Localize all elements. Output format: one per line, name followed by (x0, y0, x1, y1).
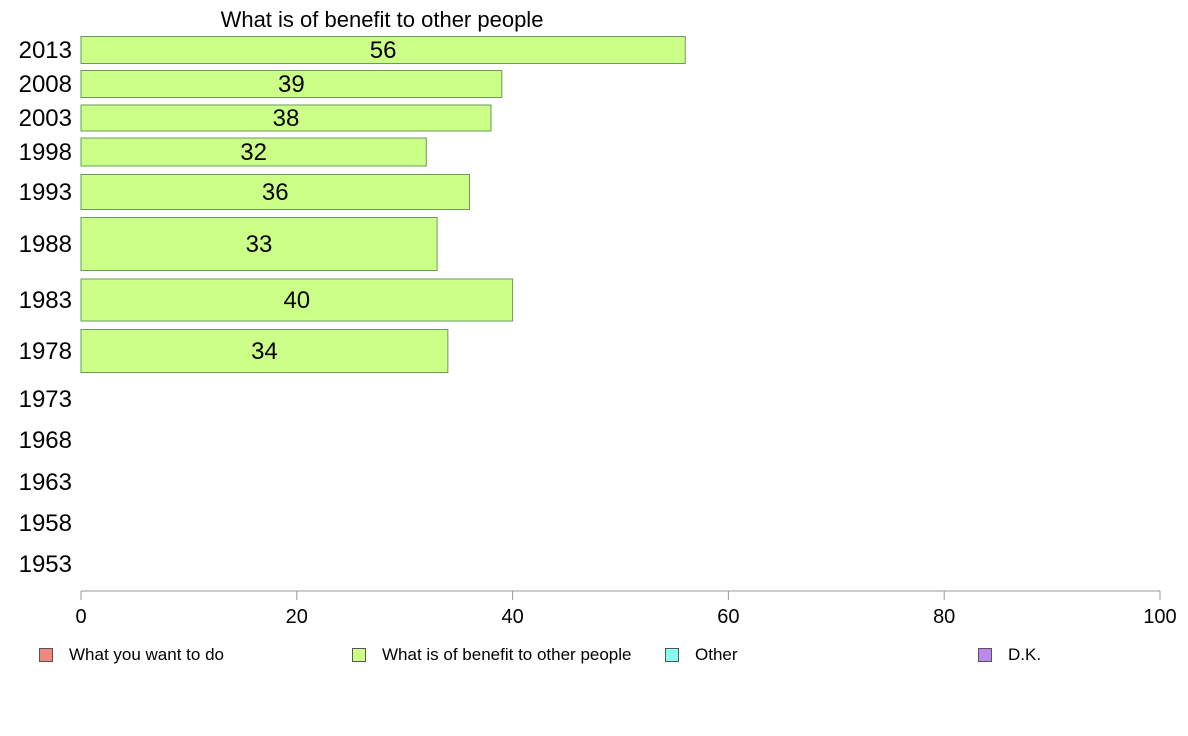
bar (80, 329, 449, 373)
bar-value-label: 33 (246, 231, 273, 258)
y-tick-label: 1993 (19, 179, 72, 206)
legend-swatch (352, 648, 366, 662)
x-tick-label: 40 (501, 606, 523, 628)
y-tick-label: 2008 (19, 71, 72, 98)
bar (80, 137, 427, 167)
legend-item: What you want to do (39, 645, 224, 665)
legend-item: Other (665, 645, 738, 665)
bar (80, 174, 470, 210)
legend-label: What is of benefit to other people (382, 645, 632, 664)
legend-swatch (39, 648, 53, 662)
x-axis: 0 20 40 60 80 100 (75, 590, 1177, 628)
x-tick-label: 20 (286, 606, 308, 628)
legend-label: Other (695, 645, 738, 664)
bar (80, 36, 686, 64)
x-tick-label: 0 (75, 606, 86, 628)
y-tick-label: 2003 (19, 105, 72, 132)
y-tick-label: 1973 (19, 386, 72, 413)
y-tick-label: 1958 (19, 510, 72, 537)
bar-value-label: 39 (278, 71, 305, 98)
x-tick-label: 80 (933, 606, 955, 628)
chart-title: What is of benefit to other people (221, 7, 544, 32)
legend-swatch (665, 648, 679, 662)
y-tick-label: 1983 (19, 287, 72, 314)
y-tick-label: 2013 (19, 37, 72, 64)
bar (80, 70, 503, 98)
y-tick-label: 1998 (19, 139, 72, 166)
bar-value-label: 36 (262, 179, 289, 206)
y-tick-label: 1968 (19, 427, 72, 454)
bar-value-label: 32 (240, 139, 267, 166)
legend-label: D.K. (1008, 645, 1042, 664)
legend-item: D.K. (978, 645, 1041, 665)
y-tick-label: 1953 (19, 551, 72, 578)
bar (80, 278, 514, 322)
legend-swatch (978, 648, 992, 662)
legend: What you want to do What is of benefit to… (0, 645, 1188, 669)
y-tick-label: 1988 (19, 231, 72, 258)
bar-value-label: 56 (370, 37, 397, 64)
legend-item: What is of benefit to other people (352, 645, 632, 665)
y-tick-label: 1963 (19, 469, 72, 496)
bar-value-label: 40 (283, 287, 310, 314)
y-axis-labels: 2013 2008 2003 1998 1993 1988 1983 1978 1973 1968… (19, 37, 72, 578)
x-tick-label: 60 (717, 606, 739, 628)
bar-value-label: 38 (273, 105, 300, 132)
x-tick-label: 100 (1143, 606, 1176, 628)
bar (80, 104, 492, 132)
bar-value-label: 34 (251, 338, 278, 365)
bar (80, 217, 438, 271)
legend-label: What you want to do (69, 645, 224, 664)
y-tick-label: 1978 (19, 338, 72, 365)
